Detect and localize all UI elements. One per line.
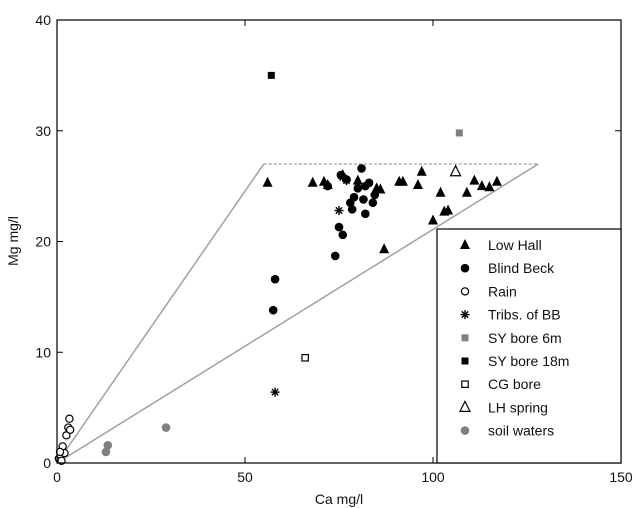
point-s1-17 <box>368 198 378 208</box>
x-axis-label: Ca mg/l <box>315 491 363 507</box>
point-s0-21 <box>491 175 502 186</box>
point-s4-0 <box>455 129 463 137</box>
point-s2-6 <box>65 414 74 423</box>
legend-marker-2 <box>460 287 470 296</box>
point-s8-2 <box>161 423 171 432</box>
point-s0-19 <box>476 180 487 191</box>
legend-marker-5 <box>461 357 469 365</box>
point-s1-6 <box>338 230 348 240</box>
point-s1-2 <box>323 181 333 191</box>
legend-label-8: soil waters <box>488 423 554 439</box>
legend-marker-6 <box>461 380 469 389</box>
point-s1-9 <box>347 205 357 214</box>
legend-marker-4 <box>461 334 469 342</box>
legend-marker-3 <box>460 310 470 320</box>
point-s0-11 <box>412 179 423 190</box>
point-s2-4 <box>62 431 71 440</box>
point-s1-12 <box>357 164 366 173</box>
y-tick-label-2: 20 <box>35 234 51 250</box>
point-s0-13 <box>428 214 438 225</box>
point-s3-1 <box>334 205 344 215</box>
point-s0-10 <box>397 175 408 186</box>
legend: Low Hall Blind Beck Rain Tribs. of BB SY bor… <box>436 228 622 464</box>
point-s3-3 <box>342 176 352 186</box>
legend-label-5: SY bore 18m <box>488 353 569 369</box>
y-tick-label-1: 10 <box>35 344 51 360</box>
point-s0-14 <box>435 186 446 197</box>
legend-label-7: LH spring <box>488 399 548 415</box>
legend-marker-7 <box>459 400 471 412</box>
point-s0-18 <box>469 174 480 185</box>
legend-label-0: Low Hall <box>488 237 542 253</box>
point-s1-0 <box>268 305 278 315</box>
envelope-line-2 <box>56 163 539 464</box>
x-tick-label-3: 150 <box>609 469 633 485</box>
x-tick-label-2: 100 <box>421 469 445 485</box>
y-tick-label-3: 30 <box>35 123 51 139</box>
point-s1-14 <box>361 209 370 219</box>
legend-label-4: SY bore 6m <box>488 330 562 346</box>
legend-marker-0 <box>460 239 470 249</box>
point-s3-0 <box>270 387 280 397</box>
axis-ticks: 0 50 100 150 0 10 20 30 40 <box>35 12 632 485</box>
point-s0-8 <box>379 243 390 254</box>
point-s0-7 <box>375 183 386 194</box>
point-s0-12 <box>416 165 427 176</box>
point-s5-0 <box>267 71 275 79</box>
point-s8-1 <box>103 440 113 450</box>
x-tick-label-1: 50 <box>237 469 253 485</box>
point-s1-10 <box>349 192 359 202</box>
point-s7-0 <box>449 164 462 177</box>
y-tick-label-4: 40 <box>35 12 51 28</box>
point-s0-0 <box>262 176 273 187</box>
envelope-lines <box>56 163 539 464</box>
point-s1-1 <box>270 274 280 284</box>
point-s1-16 <box>364 178 374 188</box>
legend-marker-1 <box>460 263 470 273</box>
x-tick-label-0: 0 <box>53 469 61 485</box>
point-s8-0 <box>101 447 111 457</box>
point-s0-20 <box>484 181 495 192</box>
point-s0-5 <box>352 174 363 185</box>
legend-label-2: Rain <box>488 283 517 299</box>
legend-label-1: Blind Beck <box>488 260 555 276</box>
point-s1-13 <box>359 195 368 204</box>
point-s0-1 <box>307 176 318 187</box>
point-s0-17 <box>461 186 472 197</box>
envelope-line-1 <box>56 163 265 464</box>
point-s2-7 <box>65 425 75 434</box>
point-s1-4 <box>334 222 344 232</box>
y-tick-label-0: 0 <box>43 455 51 471</box>
legend-label-6: CG bore <box>488 376 541 392</box>
legend-label-3: Tribs. of BB <box>488 307 561 323</box>
y-axis-label: Mg mg/l <box>5 216 21 266</box>
legend-marker-8 <box>460 426 470 435</box>
data-points <box>54 71 502 465</box>
point-s0-16 <box>443 204 454 215</box>
point-s1-11 <box>353 184 363 193</box>
point-s1-3 <box>330 251 340 261</box>
point-s6-0 <box>301 353 309 362</box>
point-s1-18 <box>370 190 380 200</box>
